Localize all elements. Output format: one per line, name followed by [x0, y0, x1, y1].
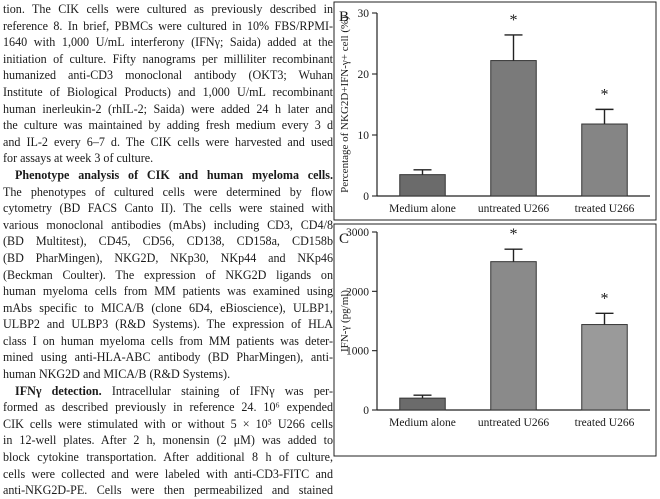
section-heading: IFNγ detection.	[15, 383, 102, 398]
text-line: anti-NKG2D-PE. Cells were then permeabil…	[3, 482, 333, 499]
y-tick-label: 0	[363, 405, 369, 417]
significance-mark: *	[510, 226, 518, 243]
line-text: human NKG2D and MICA/B (R&D Systems).	[3, 367, 231, 382]
line-text: for assays at week 3 of culture.	[3, 151, 154, 166]
text-line: tion. The CIK cells were cultured as pre…	[3, 1, 333, 18]
panel-letter: C	[339, 231, 349, 247]
figure-panels: B 0 10 20 30 Percentage of NKG2D+IFN-γ+ cell …	[333, 1, 657, 457]
text-line: initiation of culture. Fifty nanograms p…	[3, 51, 333, 68]
line-text: mAbs specific to MICA/B (clone 6D4, eBio…	[3, 300, 333, 315]
line-text: anti-NKG2D-PE. Cells were then permeabil…	[3, 483, 333, 498]
panel-frame	[333, 1, 657, 221]
line-text: CIK cells were stimulated with or withou…	[3, 416, 333, 431]
line-text: initiation of culture. Fifty nanograms p…	[3, 51, 333, 66]
line-text: Intracellular staining of IFNγ was per-	[101, 383, 333, 398]
line-text: (Beckman Coulter). The expression of NKG…	[3, 267, 333, 282]
text-line: in 12-well plates. After 2 h, monensin (…	[3, 432, 333, 449]
line-text: various monoclonal antibodies (mAbs) inc…	[3, 217, 333, 232]
chart-panel-b: B 0 10 20 30 Percentage of NKG2D+IFN-γ+ cell …	[333, 1, 657, 221]
bar	[490, 261, 537, 411]
text-line: human myeloma cells from MM patients was…	[3, 283, 333, 300]
y-tick-label: 30	[358, 8, 370, 20]
y-tick-label: 2000	[346, 286, 369, 298]
text-line: 1640 with 1,000 U/mL interferony (IFNγ; …	[3, 34, 333, 51]
text-line: (BD PharMingen), NKG2D, NKp30, NKp44 and…	[3, 250, 333, 267]
y-tick-label: 0	[363, 191, 369, 203]
line-text: 1640 with 1,000 U/mL interferony (IFNγ; …	[3, 35, 333, 50]
line-text: formed as described previously in refere…	[3, 400, 333, 415]
category-label: treated U266	[575, 417, 635, 429]
significance-mark: *	[601, 86, 609, 103]
text-line: humanized anti-CD3 monoclonal antibody (…	[3, 67, 333, 84]
y-tick-label: 10	[358, 130, 370, 142]
text-line: human inerleukin-2 (rhIL-2; Saida) were …	[3, 101, 333, 118]
line-text: reference 8. In brief, PBMCs were cultur…	[3, 18, 333, 33]
chart-panel-c: C 0 1000 2000 3000 IFN-γ (pg/ml) Medium alone *…	[333, 223, 657, 457]
text-line: mined using anti-HLA-ABC antibody (BD Ph…	[3, 349, 333, 366]
line-text: human inerleukin-2 (rhIL-2; Saida) were …	[3, 101, 333, 116]
y-axis-label: IFN-γ (pg/ml)	[339, 290, 351, 352]
line-text: ULBP2 and ULBP3 (R&D Systems). The expre…	[3, 317, 333, 332]
text-line: block cytokine transportation. After add…	[3, 449, 333, 466]
line-text: block cytokine transportation. After add…	[3, 450, 333, 465]
significance-mark: *	[510, 12, 518, 29]
text-line: ULBP2 and ULBP3 (R&D Systems). The expre…	[3, 316, 333, 333]
line-text: and IL-2 every 6–7 d. The CIK cells were…	[3, 134, 333, 149]
category-label: treated U266	[575, 203, 635, 215]
category-label: untreated U266	[478, 417, 549, 429]
text-line: (BD Multitest), CD45, CD56, CD138, CD158…	[3, 233, 333, 250]
paper-text-column: tion. The CIK cells were cultured as pre…	[3, 1, 333, 499]
line-text: in 12-well plates. After 2 h, monensin (…	[3, 433, 333, 448]
line-text: cytometry (BD FACS Canto II). The cells …	[3, 201, 333, 216]
category-label: Medium alone	[389, 203, 456, 215]
text-line: cells were collected and were labeled wi…	[3, 466, 333, 483]
bar	[399, 397, 446, 411]
category-label: untreated U266	[478, 203, 549, 215]
line-text: the culture was maintained by adding fre…	[3, 118, 333, 133]
y-tick-label: 20	[358, 69, 370, 81]
line-text: cells were collected and were labeled wi…	[3, 466, 333, 481]
text-line: CIK cells were stimulated with or withou…	[3, 416, 333, 433]
y-axis-label: Percentage of NKG2D+IFN-γ+ cell (%)	[339, 16, 351, 193]
line-text: class I on human myeloma cells from MM p…	[3, 333, 333, 348]
line-text: tion. The CIK cells were cultured as pre…	[3, 2, 333, 16]
text-line: reference 8. In brief, PBMCs were cultur…	[3, 18, 333, 35]
text-line: Phenotype analysis of CIK and human myel…	[3, 167, 333, 184]
bar	[399, 174, 446, 197]
line-text: mined using anti-HLA-ABC antibody (BD Ph…	[3, 350, 333, 365]
text-line: cytometry (BD FACS Canto II). The cells …	[3, 200, 333, 217]
line-text: humanized anti-CD3 monoclonal antibody (…	[3, 68, 333, 83]
category-label: Medium alone	[389, 417, 456, 429]
line-text: The phenotypes of cultured cells were de…	[3, 184, 333, 199]
text-line: class I on human myeloma cells from MM p…	[3, 333, 333, 350]
panel-letter: B	[339, 9, 349, 25]
text-line: IFNγ detection. Intracellular staining o…	[3, 383, 333, 400]
panel-frame	[333, 223, 657, 457]
text-line: Institute of Biological Products) and 1,…	[3, 84, 333, 101]
section-heading: Phenotype analysis of CIK and human myel…	[15, 167, 333, 182]
bar	[490, 60, 537, 197]
line-text: Institute of Biological Products) and 1,…	[3, 84, 333, 99]
y-tick-label: 1000	[346, 346, 369, 358]
significance-mark: *	[601, 290, 609, 307]
text-line: The phenotypes of cultured cells were de…	[3, 184, 333, 201]
bar	[581, 123, 628, 197]
text-line: the culture was maintained by adding fre…	[3, 117, 333, 134]
y-tick-label: 3000	[346, 227, 369, 239]
line-text: human myeloma cells from MM patients was…	[3, 284, 333, 299]
text-line: and IL-2 every 6–7 d. The CIK cells were…	[3, 134, 333, 151]
text-line: for assays at week 3 of culture.	[3, 150, 333, 167]
text-line: formed as described previously in refere…	[3, 399, 333, 416]
text-line: human NKG2D and MICA/B (R&D Systems).	[3, 366, 333, 383]
line-text: (BD PharMingen), NKG2D, NKp30, NKp44 and…	[3, 250, 333, 265]
text-line: various monoclonal antibodies (mAbs) inc…	[3, 217, 333, 234]
bar	[581, 324, 628, 411]
text-line: (Beckman Coulter). The expression of NKG…	[3, 267, 333, 284]
line-text: (BD Multitest), CD45, CD56, CD138, CD158…	[3, 234, 333, 249]
text-line: mAbs specific to MICA/B (clone 6D4, eBio…	[3, 300, 333, 317]
